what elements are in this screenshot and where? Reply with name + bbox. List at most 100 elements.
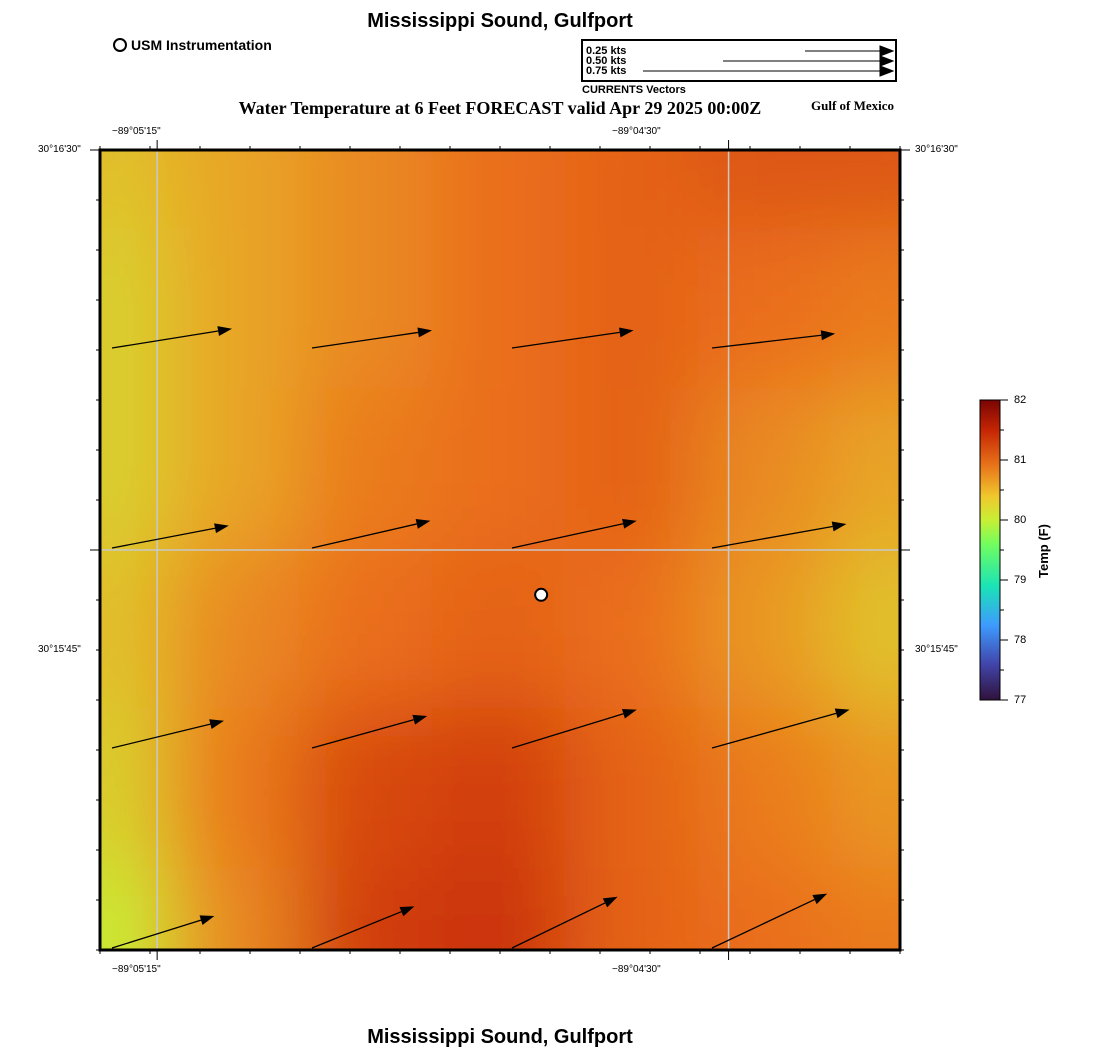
map-gridlines — [100, 150, 900, 950]
heatmap-cell — [431, 548, 569, 712]
heatmap-cell — [431, 708, 569, 872]
current-vector-head — [834, 708, 850, 719]
current-vector-head — [831, 521, 847, 532]
heatmap-cell — [431, 228, 569, 392]
current-vector-head — [412, 714, 428, 725]
map-footer-title: Mississippi Sound, Gulfport — [367, 1026, 633, 1048]
heatmap-cell — [831, 708, 900, 872]
current-vector — [711, 898, 815, 949]
heatmap-cell — [164, 150, 302, 232]
frame-ticks — [90, 140, 910, 960]
current-vector — [711, 525, 833, 549]
heatmap-cell — [698, 708, 836, 872]
heatmap-cell — [431, 388, 569, 552]
vector-scale-label-3: 0.75 kts — [586, 65, 627, 77]
current-vector-head — [812, 893, 828, 905]
heatmap-cell — [298, 228, 436, 392]
current-vectors — [111, 326, 850, 949]
current-vector-head — [820, 330, 836, 341]
heatmap-cell — [431, 868, 569, 950]
current-vector-head — [417, 327, 432, 338]
current-vector-head — [602, 896, 618, 908]
colorbar-tick-label: 79 — [1014, 574, 1027, 586]
heatmap-cell — [698, 150, 836, 232]
current-vector-head — [619, 327, 634, 338]
heatmap-cell — [698, 388, 836, 552]
vector-scale-label-1: 0.25 kts — [586, 45, 627, 57]
heatmap-cell — [831, 150, 900, 232]
current-vector — [111, 723, 211, 749]
heatmap-cell — [564, 548, 702, 712]
current-vector-head — [622, 518, 637, 529]
current-vector — [111, 919, 202, 949]
heatmap-cell — [564, 228, 702, 392]
heatmap-cell — [298, 708, 436, 872]
x-tick-top-1: −89°05'15" — [112, 126, 161, 137]
colorbar-tick-label: 81 — [1014, 454, 1027, 466]
heatmap-cell — [831, 228, 900, 392]
vector-scale-legend: 0.25 kts 0.50 kts 0.75 kts — [581, 39, 897, 82]
heatmap-cell — [164, 228, 302, 392]
current-vector — [711, 334, 822, 349]
current-vector-head — [199, 915, 215, 925]
current-vector — [511, 713, 624, 749]
vector-scale-caption: CURRENTS Vectors — [582, 84, 686, 96]
current-vector-head — [415, 519, 431, 529]
current-vector — [711, 712, 837, 749]
current-vector — [311, 331, 419, 349]
current-vector — [311, 911, 402, 949]
heatmap-cell — [164, 548, 302, 712]
vector-scale-arrows — [643, 45, 895, 77]
colorbar-tick-label: 82 — [1014, 394, 1027, 406]
heatmap-cells — [100, 150, 900, 950]
heatmap-cell — [831, 548, 900, 712]
vector-scale-arrowhead-1 — [879, 45, 895, 57]
y-tick-right-2: 30°15'45" — [915, 644, 958, 655]
heatmap-cell — [298, 868, 436, 950]
region-label: Gulf of Mexico — [811, 98, 895, 113]
heatmap-cell — [564, 708, 702, 872]
current-vector-head — [214, 523, 229, 534]
current-vector-head — [209, 719, 224, 729]
stations — [534, 587, 549, 602]
colorbar-title: Temp (F) — [1036, 524, 1051, 578]
map-title: Mississippi Sound, Gulfport — [367, 10, 633, 32]
station-legend-label: USM Instrumentation — [131, 37, 272, 53]
current-vector — [111, 330, 219, 349]
current-vector-head — [217, 326, 232, 336]
colorbar-tick-label: 78 — [1014, 634, 1027, 646]
heatmap-cell — [698, 548, 836, 712]
current-vector — [511, 331, 620, 349]
vector-scale-arrowhead-2 — [879, 55, 895, 67]
colorbar-tick-label: 80 — [1014, 514, 1027, 526]
heatmap-cell — [831, 868, 900, 950]
heatmap-cell — [698, 228, 836, 392]
heatmap-cell — [564, 868, 702, 950]
heatmap-cell — [164, 708, 302, 872]
x-tick-bottom-2: −89°04'30" — [612, 964, 661, 975]
heatmap-cell — [164, 388, 302, 552]
heatmap-cell — [564, 388, 702, 552]
heatmap-cell — [698, 868, 836, 950]
x-tick-bottom-1: −89°05'15" — [112, 964, 161, 975]
current-vector — [511, 902, 606, 949]
vector-scale-arrowhead-3 — [879, 65, 895, 77]
colorbar — [979, 399, 1001, 701]
current-vector — [111, 527, 216, 549]
current-vector-head — [621, 708, 637, 719]
station-legend: USM Instrumentation — [113, 37, 272, 53]
station-marker-icon — [113, 38, 127, 52]
current-vector-head — [399, 906, 415, 917]
heatmap-cell — [298, 388, 436, 552]
map-subtitle: Water Temperature at 6 Feet FORECAST val… — [238, 98, 762, 118]
current-vector — [311, 523, 417, 549]
colorbar-ticks — [1000, 399, 1008, 701]
x-tick-top-2: −89°04'30" — [612, 126, 661, 137]
heatmap-cell — [431, 150, 569, 232]
heatmap-cell — [298, 150, 436, 232]
current-vector — [511, 523, 624, 549]
heatmap-cell — [164, 868, 302, 950]
y-tick-right-1: 30°16'30" — [915, 144, 958, 155]
heatmap-cell — [564, 150, 702, 232]
